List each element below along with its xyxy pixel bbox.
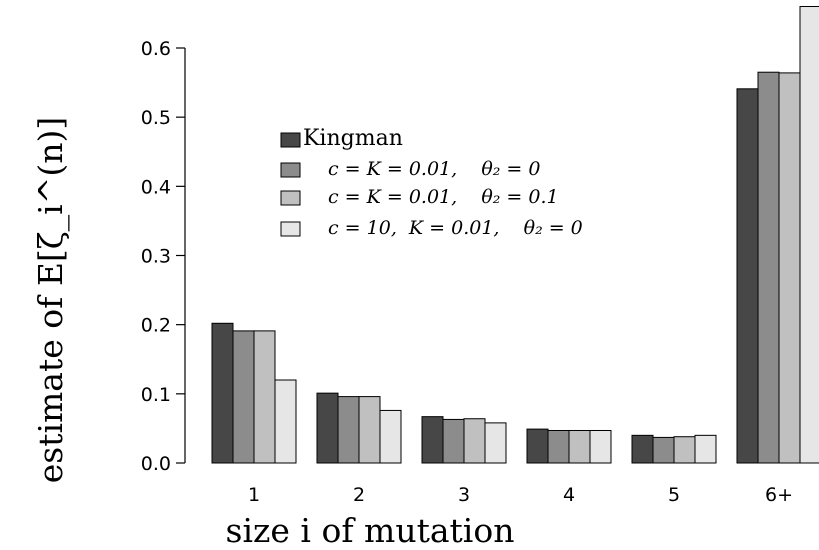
y-tick-label: 0.3: [141, 246, 171, 268]
legend-label-2: c = K = 0.01, θ₂ = 0: [328, 158, 540, 180]
bar-6+-series-3: [778, 72, 801, 464]
bar-4-series-3: [568, 429, 591, 464]
bar-6+-series-4: [799, 6, 819, 464]
bar-2-series-2: [337, 396, 360, 464]
x-tick-label: 6+: [765, 484, 793, 506]
y-tick-label: 0.2: [141, 315, 171, 337]
bar-3-series-2: [442, 418, 465, 464]
bar-5-series-2: [652, 436, 675, 464]
bar-1-series-2: [232, 330, 255, 464]
bar-3-series-4: [484, 422, 507, 464]
bar-1-series-1: [211, 322, 234, 464]
bar-6+-series-2: [757, 71, 780, 464]
x-tick-label: 2: [353, 484, 365, 506]
x-tick-label: 5: [668, 484, 680, 506]
bars: [211, 6, 819, 464]
bar-4-series-1: [526, 428, 549, 464]
y-axis: 0.0 0.1 0.2 0.3 0.4 0.5 0.6: [141, 38, 186, 475]
legend: Kingman c = K = 0.01, θ₂ = 0 c = K = 0.01,…: [280, 126, 583, 239]
bar-3-series-3: [463, 418, 486, 464]
legend-label-4: c = 10, K = 0.01, θ₂ = 0: [328, 217, 583, 239]
bar-1-series-3: [253, 330, 276, 464]
bar-1-series-4: [274, 379, 297, 464]
y-axis-title: estimate of E[ζ_i^(n)]: [31, 117, 71, 484]
bar-3-series-1: [421, 416, 444, 464]
legend-label-3: c = K = 0.01, θ₂ = 0.1: [328, 186, 559, 208]
y-tick-label: 0.5: [141, 107, 171, 129]
bar-2-series-4: [379, 409, 402, 464]
x-tick-label: 1: [248, 484, 260, 506]
y-tick-label: 0.0: [141, 453, 171, 475]
bar-5-series-3: [673, 436, 696, 464]
y-tick-label: 0.6: [141, 38, 171, 60]
bar-5-series-1: [631, 434, 654, 464]
bar-4-series-2: [547, 429, 570, 464]
legend-swatch-3: [280, 190, 301, 206]
bar-2-series-3: [358, 396, 381, 464]
x-axis: 1 2 3 4 5 6+: [248, 484, 793, 506]
legend-swatch-2: [280, 162, 301, 178]
bar-2-series-1: [316, 392, 339, 464]
y-tick-label: 0.4: [141, 176, 171, 198]
bar-5-series-4: [694, 434, 717, 464]
x-tick-label: 3: [458, 484, 470, 506]
bar-4-series-4: [589, 429, 612, 464]
y-tick-label: 0.1: [141, 384, 171, 406]
legend-label-1: Kingman: [303, 126, 403, 151]
legend-swatch-4: [280, 221, 301, 237]
x-tick-label: 4: [563, 484, 575, 506]
legend-swatch-1: [280, 132, 301, 148]
x-axis-title: size i of mutation: [226, 511, 515, 550]
bar-6+-series-1: [736, 88, 759, 464]
